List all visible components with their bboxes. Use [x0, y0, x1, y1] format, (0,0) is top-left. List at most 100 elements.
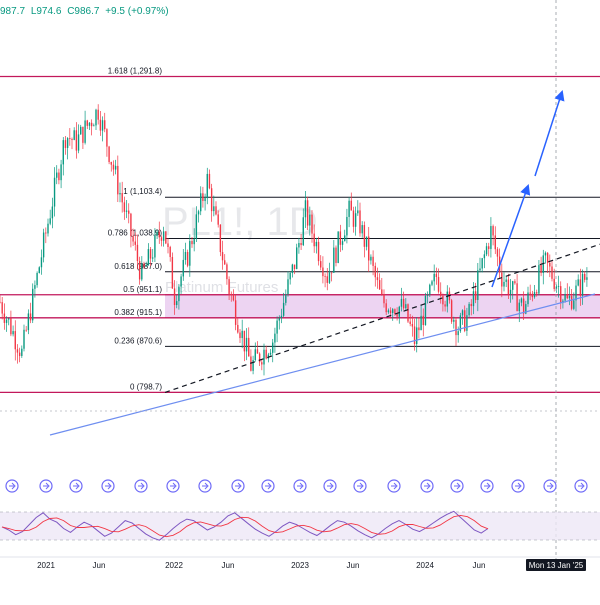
candle-body — [248, 337, 250, 357]
candle-body — [224, 260, 226, 265]
candle-body — [584, 273, 586, 280]
candle-body — [25, 329, 27, 331]
candle-body — [23, 329, 25, 349]
candle-body — [280, 315, 283, 319]
candle-body — [296, 247, 298, 269]
time-axis-label: 2024 — [416, 561, 434, 570]
candle-body — [145, 265, 147, 267]
candle-body — [317, 241, 320, 262]
candle-body — [272, 342, 274, 353]
candle-body — [586, 277, 588, 280]
candle-body — [62, 140, 64, 165]
fib-label-0_382: 0.382 (915.1) — [114, 308, 162, 317]
ohlc-readout: 987.7 L974.6 C986.7 +9.5 (+0.97%) — [0, 6, 172, 17]
event-arrow-icon — [43, 482, 50, 490]
event-arrow-icon — [235, 482, 242, 490]
candle-body — [204, 198, 206, 202]
event-markers[interactable] — [5, 479, 588, 493]
dashed-trendline — [164, 243, 600, 393]
candle-body — [501, 272, 503, 287]
projection-arrows[interactable] — [491, 90, 565, 288]
candle-body — [8, 318, 10, 320]
rsi-line — [1, 510, 489, 541]
fib-zone — [165, 294, 600, 318]
time-axis-label: 2021 — [37, 561, 55, 570]
candle-body — [21, 348, 23, 356]
time-axis-label: Jun — [347, 561, 360, 570]
candle-body — [171, 257, 174, 289]
candle-body — [389, 310, 392, 313]
candle-body — [221, 252, 224, 261]
candle-body — [149, 249, 152, 259]
support-trendline — [49, 293, 596, 436]
candle-body — [311, 214, 313, 234]
candle-body — [455, 319, 457, 336]
candle-body — [3, 313, 6, 323]
trendlines[interactable] — [49, 0, 600, 560]
candle-body — [494, 235, 496, 250]
candle-body — [518, 302, 520, 312]
candle-body — [186, 252, 189, 266]
candle-body — [557, 286, 560, 287]
candle-body — [536, 292, 538, 294]
candle-body — [431, 281, 433, 285]
candle-body — [413, 326, 416, 345]
candle-body — [309, 214, 311, 226]
candle-body — [573, 300, 575, 309]
candle-body — [442, 295, 444, 305]
candle-body — [533, 292, 536, 298]
candle-body — [200, 193, 202, 212]
event-arrow-icon — [170, 482, 177, 490]
candle-body — [346, 216, 348, 236]
candle-body — [40, 257, 43, 268]
candle-body — [27, 313, 30, 331]
candle-body — [429, 284, 431, 295]
candle-body — [509, 289, 512, 295]
candle-body — [114, 165, 117, 170]
candle-body — [400, 298, 403, 307]
candle-body — [38, 267, 40, 273]
candle-body — [405, 304, 407, 309]
candle-body — [99, 119, 102, 131]
candle-body — [0, 301, 1, 303]
candle-body — [339, 231, 342, 245]
candle-body — [520, 298, 523, 303]
candle-body — [368, 236, 370, 261]
candle-body — [197, 211, 200, 215]
change-value: +9.5 (+0.97%) — [105, 6, 169, 17]
candle-body — [210, 188, 213, 212]
fib-label-1: 1 (1,103.4) — [123, 187, 162, 196]
candle-body — [265, 349, 267, 359]
candle-body — [492, 226, 494, 236]
candle-body — [125, 210, 128, 212]
candle-body — [514, 281, 516, 284]
candle-body — [328, 272, 331, 283]
candle-body — [581, 273, 584, 296]
candle-body — [136, 244, 139, 262]
candle-body — [555, 286, 558, 290]
candle-body — [468, 303, 470, 316]
candle-body — [16, 349, 19, 353]
candle-body — [132, 236, 134, 242]
candle-body — [206, 173, 208, 199]
candle-body — [333, 247, 335, 273]
key-levels[interactable] — [0, 75, 600, 394]
fib-label-0: 0 (798.7) — [130, 382, 162, 391]
open-value: 987.7 — [0, 6, 26, 17]
candle-body — [256, 349, 259, 354]
candle-body — [243, 330, 246, 352]
candle-body — [254, 349, 256, 361]
watermark-name: Platinum Futures — [165, 279, 278, 296]
event-arrow-icon — [484, 482, 491, 490]
close-value: C986.7 — [67, 6, 100, 17]
candle-body — [566, 294, 568, 299]
candle-body — [12, 331, 14, 335]
candle-body — [483, 254, 486, 259]
candle-body — [289, 272, 291, 280]
candle-body — [5, 319, 8, 323]
candle-body — [298, 243, 300, 248]
candle-body — [330, 272, 333, 274]
candle-body — [503, 281, 505, 287]
